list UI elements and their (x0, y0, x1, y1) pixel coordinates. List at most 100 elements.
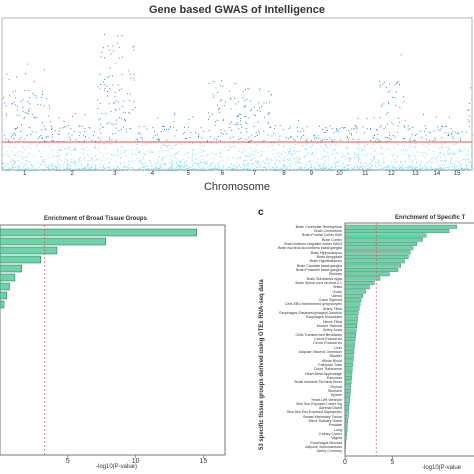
snp-point (130, 167, 132, 168)
snp-point (70, 139, 71, 140)
snp-point (285, 165, 286, 167)
snp-point (412, 146, 414, 148)
snp-point (338, 169, 339, 170)
snp-point (243, 163, 245, 165)
snp-point (118, 168, 120, 169)
snp-point (294, 158, 296, 160)
snp-point (74, 146, 76, 148)
snp-point (259, 88, 261, 90)
snp-point (306, 139, 308, 141)
snp-point (52, 134, 53, 135)
snp-point (192, 155, 193, 157)
chromosome-label: 13 (412, 171, 419, 177)
snp-point (444, 152, 446, 154)
snp-point (234, 83, 236, 85)
snp-point (144, 153, 146, 155)
snp-point (288, 153, 290, 155)
snp-point (112, 133, 114, 135)
snp-point (167, 168, 169, 170)
snp-point (143, 169, 145, 170)
snp-point (341, 170, 343, 171)
snp-point (163, 125, 165, 127)
snp-point (6, 165, 8, 167)
snp-point (334, 169, 336, 171)
snp-point (246, 165, 248, 167)
snp-point (225, 146, 226, 148)
snp-point (336, 161, 338, 163)
snp-point (387, 170, 389, 171)
snp-point (311, 145, 313, 146)
snp-point (212, 152, 213, 154)
snp-point (178, 164, 180, 166)
snp-point (28, 161, 30, 163)
snp-point (88, 167, 90, 169)
snp-point (321, 169, 322, 170)
snp-point (78, 125, 80, 127)
snp-point (436, 168, 438, 170)
snp-point (212, 93, 214, 95)
snp-point (142, 138, 143, 140)
snp-point (108, 167, 110, 169)
snp-point (32, 166, 34, 168)
snp-point (58, 133, 60, 135)
snp-point (214, 167, 216, 169)
snp-point (9, 142, 11, 144)
snp-point (40, 129, 42, 131)
snp-point (232, 166, 234, 167)
snp-point (267, 122, 269, 123)
snp-point (265, 168, 266, 170)
snp-point (229, 123, 231, 124)
snp-point (261, 154, 263, 156)
snp-point (408, 127, 410, 129)
snp-point (22, 151, 24, 153)
snp-point (175, 153, 176, 155)
snp-point (399, 107, 401, 108)
snp-point (171, 165, 172, 166)
snp-point (95, 168, 96, 169)
snp-point (116, 148, 118, 150)
snp-point (379, 117, 381, 118)
snp-point (106, 123, 108, 124)
snp-point (120, 146, 122, 147)
snp-point (359, 150, 361, 151)
snp-point (39, 167, 41, 168)
snp-point (136, 147, 138, 149)
snp-point (215, 169, 217, 170)
broad-tissue-bar (0, 300, 5, 309)
snp-point (61, 147, 63, 149)
snp-point (72, 149, 74, 151)
snp-point (277, 143, 279, 145)
snp-point (266, 157, 268, 159)
snp-point (20, 100, 22, 102)
snp-point (19, 168, 21, 170)
snp-point (397, 155, 399, 157)
snp-point (251, 163, 253, 164)
snp-point (410, 166, 412, 168)
snp-point (201, 155, 203, 157)
snp-point (235, 167, 237, 169)
snp-point (461, 159, 463, 161)
snp-point (289, 165, 291, 167)
snp-point (106, 77, 108, 78)
snp-point (335, 128, 337, 129)
snp-point (407, 129, 409, 131)
snp-point (445, 170, 447, 171)
snp-point (174, 169, 176, 171)
snp-point (220, 100, 222, 102)
snp-point (287, 155, 289, 157)
tissue-label: Pituitary (329, 272, 342, 277)
snp-point (389, 170, 391, 171)
snp-point (117, 155, 119, 157)
snp-point (52, 166, 54, 168)
snp-point (289, 148, 291, 150)
snp-point (400, 160, 402, 162)
snp-point (279, 159, 281, 161)
tissue-label: Muscle Skeletal (316, 324, 342, 329)
snp-point (119, 162, 121, 164)
snp-point (3, 97, 4, 99)
snp-point (47, 167, 49, 169)
snp-point (208, 170, 209, 171)
snp-point (414, 165, 416, 167)
snp-point (15, 104, 17, 106)
snp-point (371, 148, 373, 149)
